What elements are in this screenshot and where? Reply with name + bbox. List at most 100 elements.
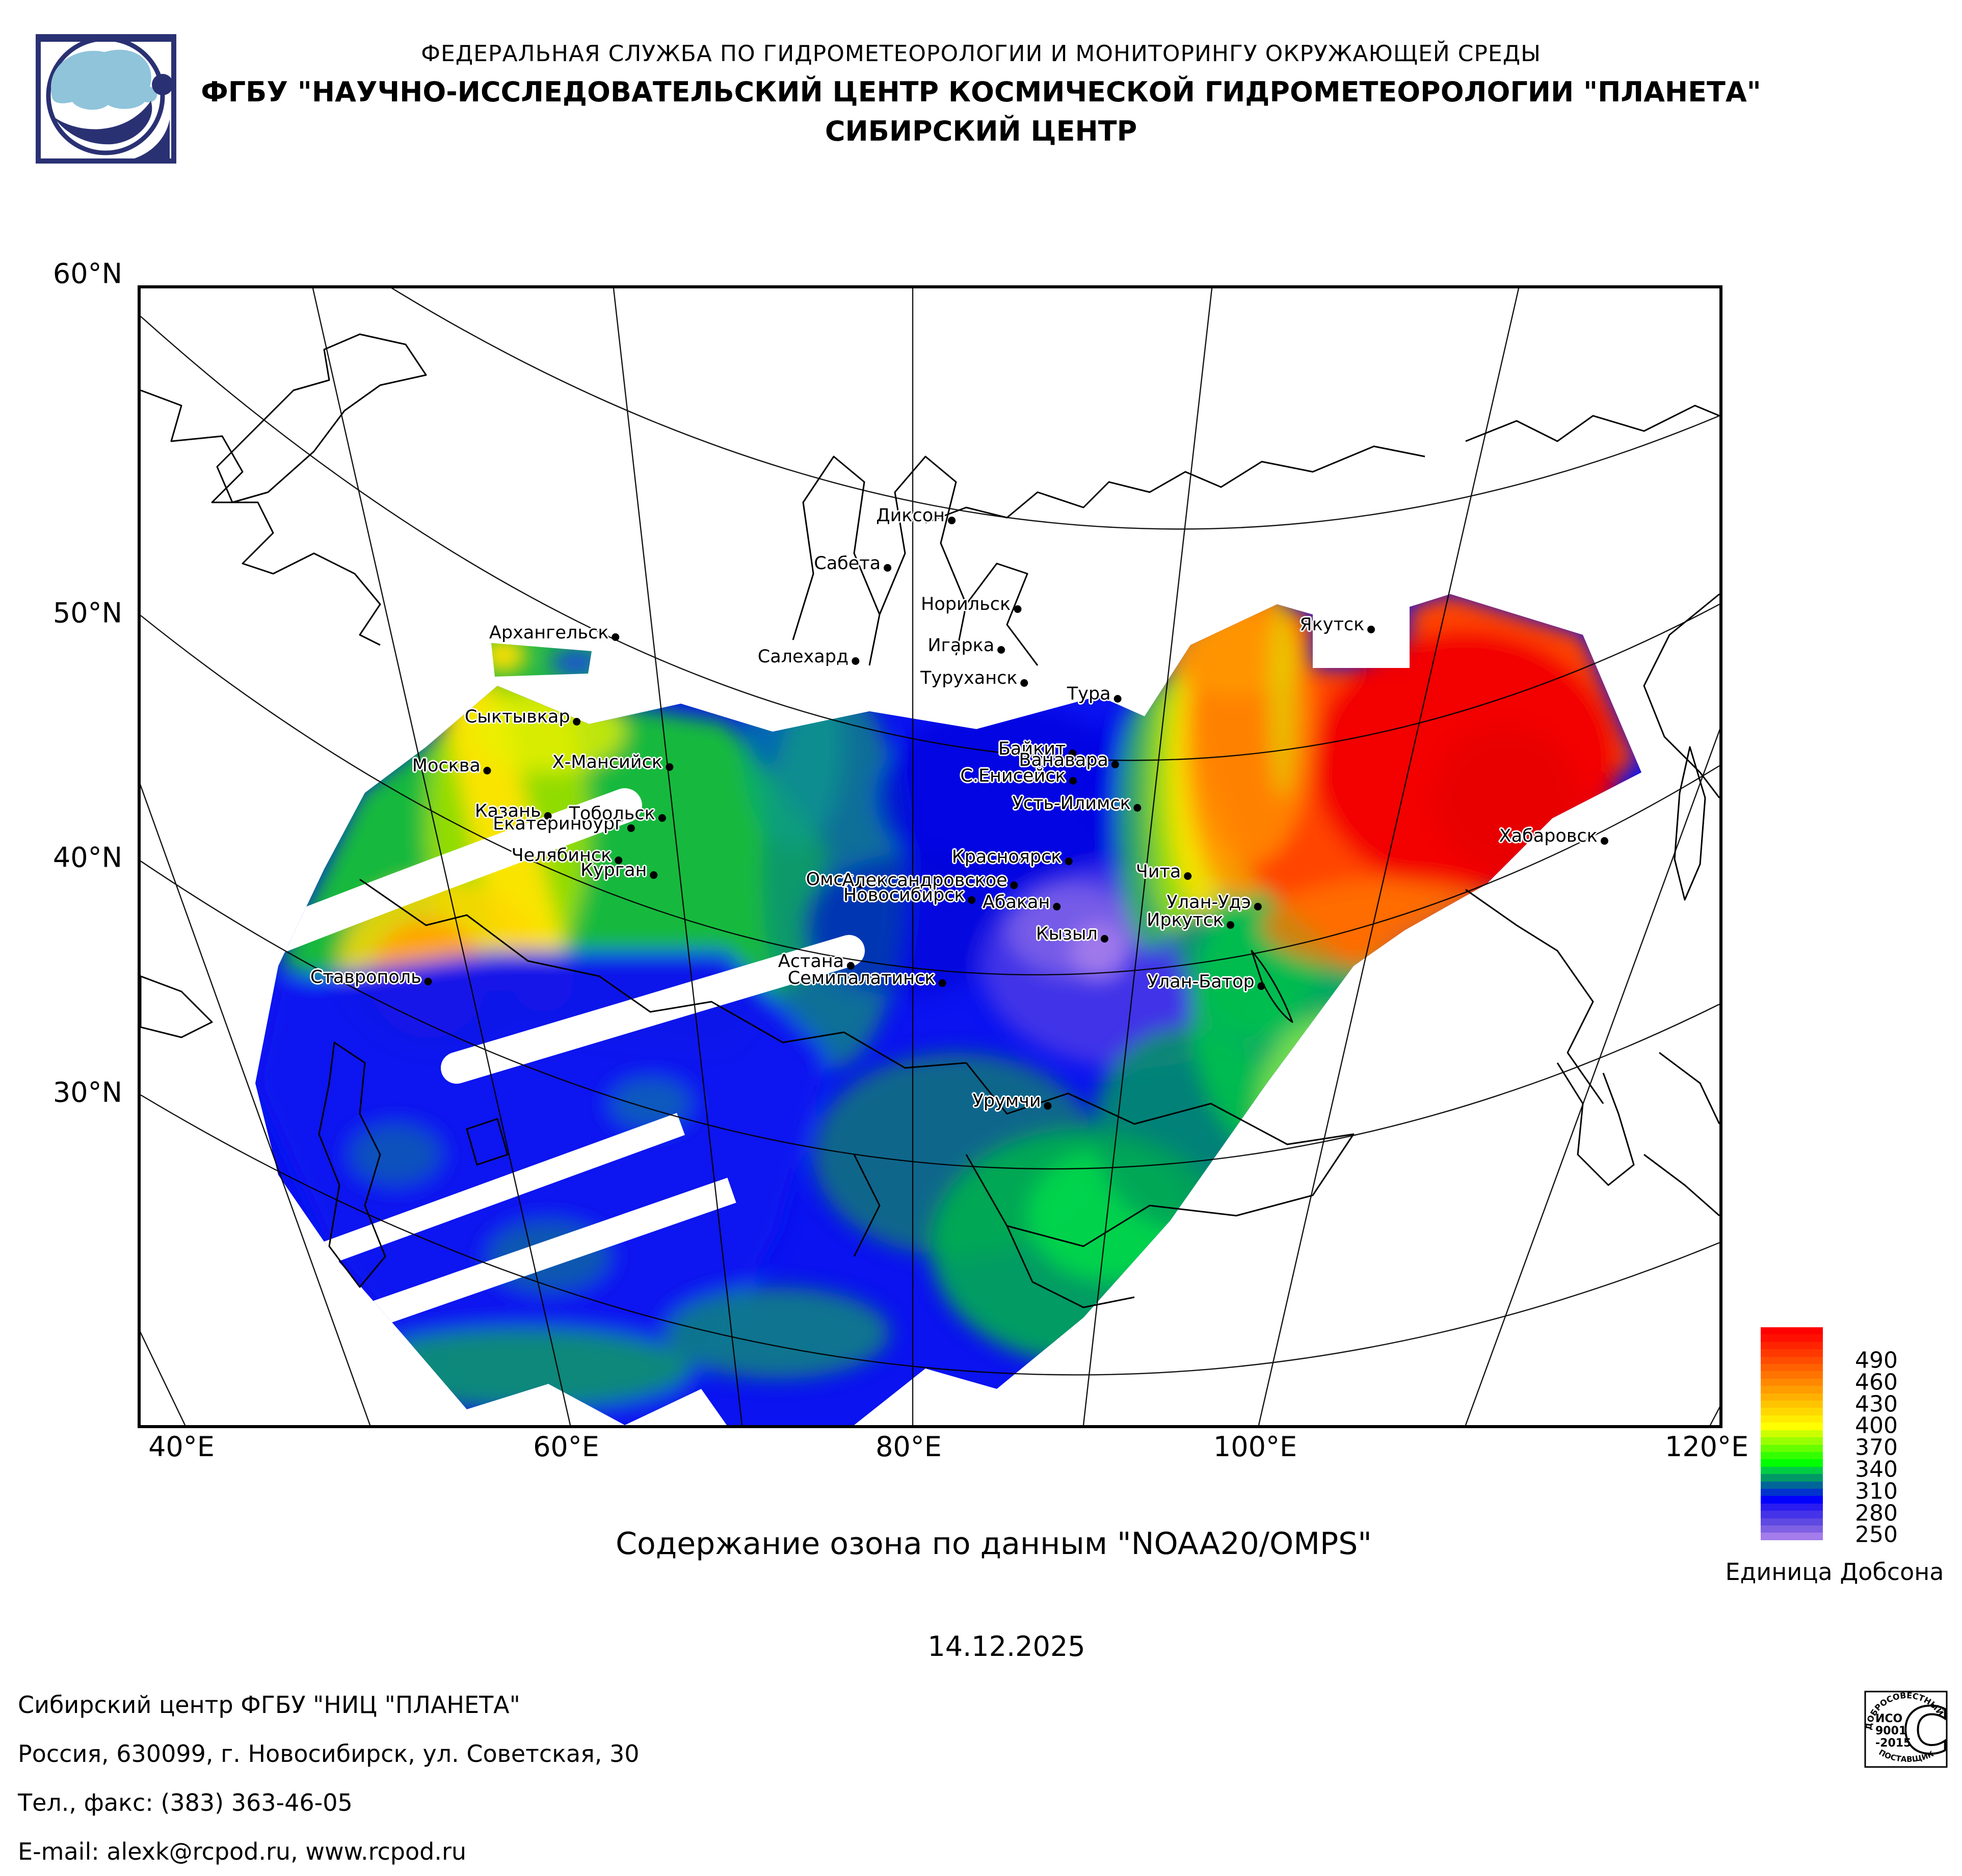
legend-band (1761, 1423, 1823, 1430)
city-dot-icon (1020, 679, 1028, 687)
legend-band (1761, 1327, 1823, 1335)
city-dot-icon (1065, 857, 1073, 865)
legend-tick: 310 (1855, 1478, 1898, 1505)
footer-contacts: Сибирский центр ФГБУ "НИЦ "ПЛАНЕТА" Росс… (18, 1680, 640, 1876)
city-label-Архангельск: Архангельск (489, 623, 620, 643)
color-scale-bar (1761, 1327, 1823, 1540)
legend-tick: 250 (1855, 1521, 1898, 1548)
legend-tick: 490 (1855, 1347, 1898, 1374)
city-label-Хабаровск: Хабаровск (1499, 826, 1608, 846)
lon-label: 100°E (1213, 1431, 1297, 1463)
footer-phone: Тел., факс: (383) 363-46-05 (18, 1789, 353, 1816)
color-scale-ticks: 490 460 430 400 370 340 310 280 250 (1855, 1327, 1937, 1548)
legend-band (1761, 1481, 1823, 1489)
city-label-Абакан: Абакан (983, 892, 1061, 913)
city-label-Москва: Москва (412, 756, 491, 776)
map-canvas: Архангельск Диксон Сабета Норильск Игарка Сал… (138, 285, 1722, 1428)
city-label-Челябинск: Челябинск (512, 845, 623, 866)
city-label-Екатеринбург: Екатеринбург (493, 814, 635, 834)
legend-band (1761, 1437, 1823, 1445)
color-scale-caption: Единица Добсона (1725, 1558, 1944, 1586)
city-label-Тура: Тура (1067, 684, 1122, 704)
legend-tick: 430 (1855, 1391, 1898, 1417)
city-dot-icon (852, 657, 860, 665)
legend-band (1761, 1459, 1823, 1467)
city-dot-icon (650, 871, 658, 879)
city-label-Астана: Астана (778, 951, 855, 972)
map-title: Содержание озона по данным "NOAA20/OMPS" (616, 1526, 1372, 1562)
city-dot-icon (948, 516, 956, 524)
city-dot-icon (424, 978, 432, 986)
city-label-Новосибирск: Новосибирск (843, 885, 976, 905)
legend-tick: 370 (1855, 1434, 1898, 1461)
legend-band (1761, 1401, 1823, 1408)
lat-label: 60°N (52, 257, 122, 290)
legend-band (1761, 1518, 1823, 1525)
city-label-Семипалатинск: Семипалатинск (788, 968, 946, 988)
city-dot-icon (1100, 934, 1108, 943)
city-label-Ванавара: Ванавара (1019, 750, 1119, 770)
city-label-Якутск: Якутск (1300, 614, 1375, 635)
city-label-Урумчи: Урумчи (973, 1091, 1052, 1111)
legend-band (1761, 1511, 1823, 1518)
ozone-field (255, 594, 1641, 1425)
swoosh-icon (54, 101, 152, 145)
city-dot-icon (1069, 776, 1077, 785)
city-label-Красноярск: Красноярск (952, 847, 1073, 867)
footer-email: E-mail: alexk@rcpod.ru, www.rcpod.ru (18, 1838, 467, 1865)
city-dot-icon (1600, 837, 1608, 845)
legend-tick: 340 (1855, 1456, 1898, 1483)
legend-band (1761, 1474, 1823, 1482)
legend-tick: 400 (1855, 1412, 1898, 1439)
header-center-line: СИБИРСКИЙ ЦЕНТР (825, 115, 1137, 147)
legend-band (1761, 1452, 1823, 1460)
corner-triangle-icon (131, 119, 170, 159)
ozone-sliver-arkhangelsk (491, 643, 592, 677)
city-dot-icon (1367, 625, 1375, 633)
legend-band (1761, 1393, 1823, 1401)
legend-band (1761, 1349, 1823, 1357)
city-dot-icon (665, 763, 673, 771)
legend-band (1761, 1503, 1823, 1511)
city-dot-icon (884, 564, 892, 572)
city-label-Диксон: Диксон (876, 505, 956, 526)
city-label-Александровское: Александровское (842, 870, 1018, 891)
city-label-Иркутск: Иркутск (1147, 910, 1235, 930)
city-dot-icon (1053, 903, 1061, 911)
city-dot-icon (1069, 749, 1077, 758)
legend-tick: 280 (1855, 1500, 1898, 1526)
lat-label: 30°N (52, 1076, 122, 1109)
city-dot-icon (1254, 903, 1262, 911)
lat-label: 50°N (52, 597, 122, 629)
city-dot-icon (573, 717, 581, 726)
legend-band (1761, 1525, 1823, 1533)
city-dot-icon (1010, 881, 1018, 889)
city-dot-icon (1257, 982, 1265, 990)
map-date: 14.12.2025 (927, 1630, 1085, 1663)
city-dot-icon (857, 880, 865, 888)
legend-band (1761, 1334, 1823, 1342)
city-dot-icon (483, 766, 491, 774)
city-label-Кызыл: Кызыл (1036, 924, 1108, 944)
city-label-Тобольск: Тобольск (569, 803, 666, 824)
city-dot-icon (1113, 694, 1122, 703)
graticule (141, 288, 1719, 1425)
city-label-Ставрополь: Ставрополь (310, 967, 432, 987)
city-dot-icon (1184, 872, 1192, 880)
legend-band (1761, 1444, 1823, 1452)
lon-label: 40°E (148, 1431, 215, 1463)
city-label-Чита: Чита (1136, 862, 1192, 882)
legend-band (1761, 1342, 1823, 1350)
city-dot-icon (615, 856, 623, 864)
city-label-Курган: Курган (580, 860, 658, 880)
legend-band (1761, 1496, 1823, 1504)
legend-band (1761, 1415, 1823, 1423)
city-label-С.Енисейск: С.Енисейск (960, 766, 1077, 786)
legend-band (1761, 1488, 1823, 1496)
legend-tick: 460 (1855, 1369, 1898, 1396)
coastlines (141, 333, 1719, 1308)
city-label-Усть-Илимск: Усть-Илимск (1012, 793, 1142, 814)
city-label-Сыктывкар: Сыктывкар (465, 707, 581, 727)
lon-label: 60°E (533, 1431, 599, 1463)
city-dot-icon (1227, 921, 1235, 929)
